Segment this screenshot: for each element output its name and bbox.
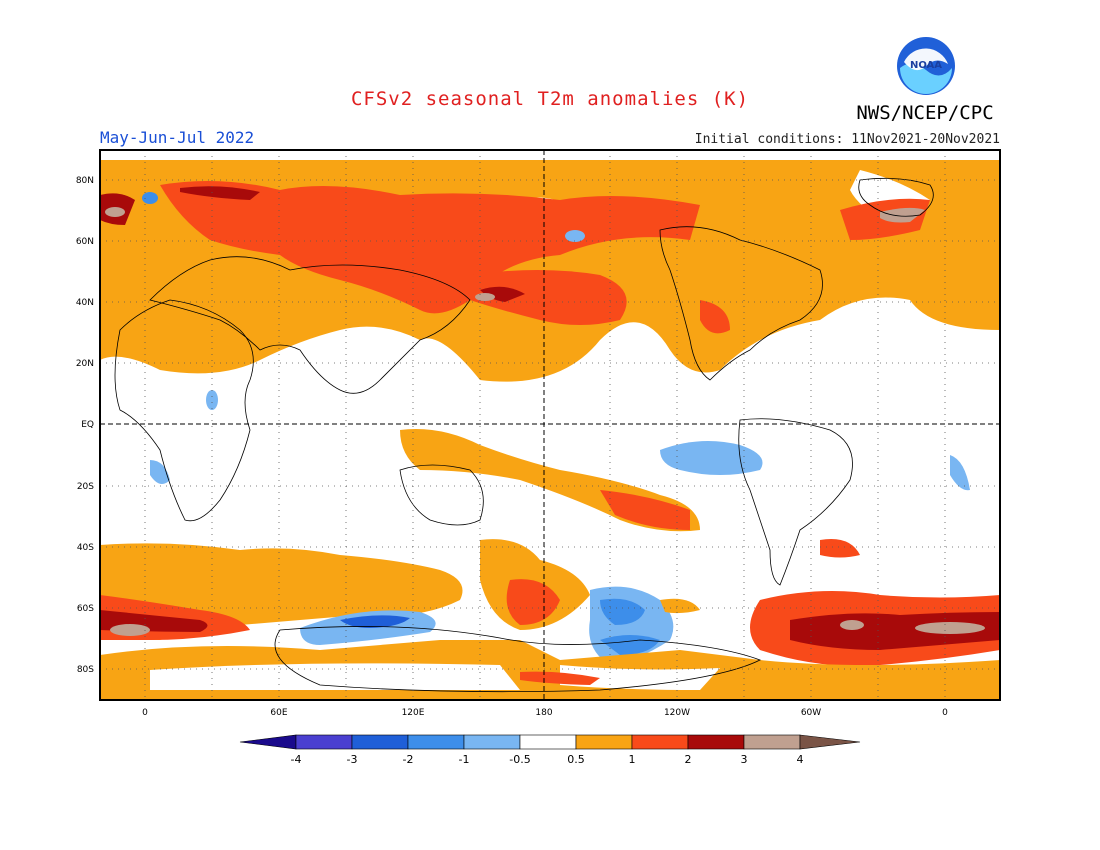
colorbar-label: -4: [291, 753, 302, 766]
forecast-period: May-Jun-Jul 2022: [100, 128, 255, 147]
colorbar-label: 3: [741, 753, 748, 766]
colorbar-bin: [631, 734, 689, 750]
lon-label: 0: [142, 708, 148, 718]
colorbar-bin: [351, 734, 409, 750]
colorbar-end-high: [799, 734, 861, 750]
lat-label: 40S: [77, 543, 94, 553]
lat-label: 60N: [76, 237, 94, 247]
colorbar-label: -2: [403, 753, 414, 766]
colorbar-label: 4: [797, 753, 804, 766]
map-frame: [99, 149, 1001, 701]
colorbar-bin: [407, 734, 465, 750]
colorbar-label: 1: [629, 753, 636, 766]
lon-label: 60E: [270, 708, 287, 718]
lon-label: 0: [942, 708, 948, 718]
colorbar-label: -1: [459, 753, 470, 766]
lat-label: 80N: [76, 176, 94, 186]
lat-label: EQ: [81, 420, 94, 430]
colorbar-bin: [519, 734, 577, 750]
lon-label: 120E: [402, 708, 425, 718]
anomaly-field: [100, 150, 1000, 700]
lat-label: 40N: [76, 298, 94, 308]
lat-label: 20S: [77, 482, 94, 492]
colorbar: -4 -3 -2 -1 -0.5 0.5 1 2 3 4: [239, 734, 861, 766]
colorbar-label: -3: [347, 753, 358, 766]
lon-label: 60W: [801, 708, 821, 718]
coastlines: [114, 177, 934, 693]
longitude-labels: 0 60E 120E 180 120W 60W 0: [142, 708, 948, 718]
colorbar-bin: [743, 734, 801, 750]
agency-label: NWS/NCEP/CPC: [856, 102, 994, 124]
map-title: CFSv2 seasonal T2m anomalies (K): [350, 88, 750, 110]
colorbar-bin: [575, 734, 633, 750]
colorbar-bin: [295, 734, 353, 750]
noaa-logo-text: NOAA: [910, 60, 942, 71]
colorbar-end-low: [239, 734, 297, 750]
lat-label: 80S: [77, 665, 94, 675]
lat-label: 20N: [76, 359, 94, 369]
lon-label: 120W: [664, 708, 690, 718]
colorbar-label: 2: [685, 753, 692, 766]
colorbar-bin: [463, 734, 521, 750]
colorbar-label: -0.5: [509, 753, 530, 766]
noaa-logo-icon: NOAA: [897, 37, 955, 95]
colorbar-bin: [687, 734, 745, 750]
colorbar-label: 0.5: [567, 753, 585, 766]
latitude-labels: 80N 60N 40N 20N EQ 20S 40S 60S 80S: [76, 176, 94, 675]
graticule: [100, 150, 1000, 700]
lon-label: 180: [535, 708, 552, 718]
lat-label: 60S: [77, 604, 94, 614]
initial-conditions: Initial conditions: 11Nov2021-20Nov2021: [694, 132, 1000, 147]
